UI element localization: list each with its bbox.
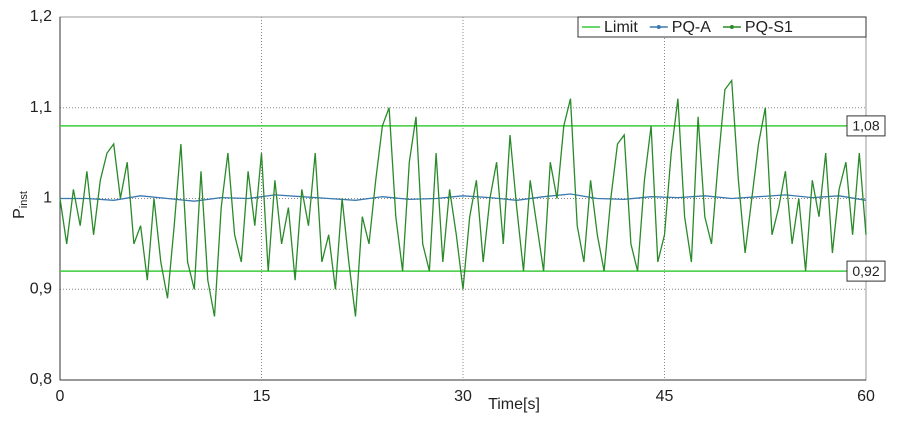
legend-marker <box>656 25 661 29</box>
y-tick-label: 1,2 <box>30 8 52 25</box>
legend-label: PQ-A <box>672 19 711 36</box>
limit-label: 1,08 <box>852 118 879 134</box>
limit-label-box <box>846 115 886 137</box>
limit-label-box <box>846 260 886 282</box>
legend: Limit PQ-A PQ-S1 <box>577 16 867 38</box>
x-tick-label: 15 <box>253 388 271 405</box>
series-line <box>59 78 867 317</box>
legend-marker <box>729 25 734 29</box>
y-axis-label-sub: inst <box>18 191 30 208</box>
x-tick-label: 0 <box>56 388 65 405</box>
y-tick-label: 1,1 <box>30 99 52 116</box>
x-tick-label: 30 <box>454 388 472 405</box>
x-tick-label: 60 <box>857 388 875 405</box>
x-axis-label: Time[s] <box>488 396 540 413</box>
y-axis-label-main: P <box>11 208 28 219</box>
legend-box <box>577 16 867 38</box>
limit-label: 0,92 <box>852 263 879 279</box>
legend-label: Limit <box>604 19 638 36</box>
legend-label: PQ-S1 <box>745 19 793 36</box>
x-tick-label: 45 <box>656 388 674 405</box>
y-tick-label: 1 <box>43 190 52 207</box>
y-axis-label: Pinst <box>11 191 30 219</box>
series-line <box>60 193 867 202</box>
y-tick-label: 0,9 <box>30 280 52 297</box>
y-tick-label: 0,8 <box>30 371 52 388</box>
